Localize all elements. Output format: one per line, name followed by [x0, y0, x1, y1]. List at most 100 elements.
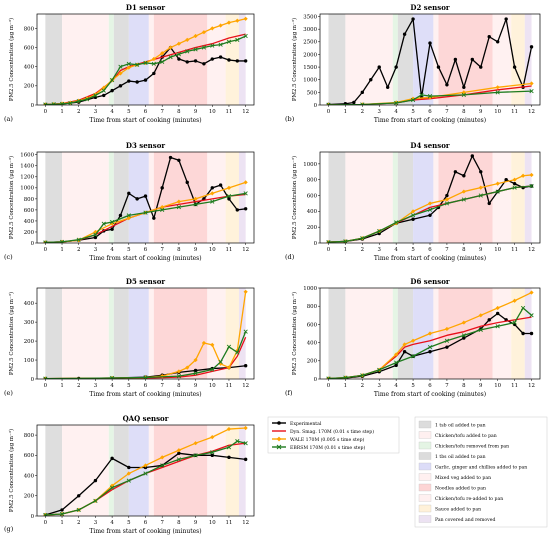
legend-phase-item: Mixed veg added to pan — [418, 473, 491, 481]
y-tick-label: 0 — [314, 103, 318, 109]
y-tick-label: 200 — [24, 230, 35, 236]
data-point — [193, 357, 198, 363]
data-point — [520, 173, 526, 178]
data-point — [394, 352, 399, 357]
data-point — [428, 41, 432, 45]
y-tick-label: 600 — [24, 453, 35, 459]
data-point — [369, 78, 373, 82]
data-point — [193, 47, 198, 52]
data-point — [243, 364, 248, 368]
x-tick-label: 10 — [494, 247, 501, 253]
y-tick-label: 2000 — [303, 52, 317, 58]
phase-band — [113, 14, 129, 105]
x-tick-label: 8 — [177, 109, 181, 115]
x-tick-label: 0 — [327, 109, 331, 115]
data-point — [226, 185, 232, 190]
x-axis-label: Time from start of cooking (minutes) — [374, 255, 486, 262]
x-tick-label: 2 — [77, 109, 80, 115]
data-point — [93, 478, 98, 483]
phase-band — [413, 288, 434, 379]
series-line — [328, 307, 532, 379]
data-point — [68, 100, 73, 105]
x-tick-label: 8 — [177, 520, 181, 526]
data-point — [478, 313, 483, 318]
series-3 — [43, 33, 248, 105]
x-tick-label: 8 — [462, 109, 466, 115]
x-tick-label: 5 — [411, 109, 415, 115]
data-point — [495, 85, 500, 90]
x-tick-label: 1 — [344, 383, 347, 389]
chart-d2: 0 1 2 3 4 5 6 7 8 9 10 11 12050010001500200025003000… — [285, 3, 541, 124]
data-point — [127, 79, 131, 83]
series-3 — [326, 305, 534, 379]
data-point — [176, 199, 181, 204]
phase-band — [397, 14, 414, 105]
x-tick-label: 7 — [160, 109, 164, 115]
x-tick-label: 1 — [60, 383, 63, 389]
x-tick-label: 0 — [327, 247, 331, 253]
data-point — [109, 219, 115, 225]
data-point — [210, 435, 215, 440]
phase-band — [225, 152, 239, 243]
y-tick-label: 200 — [24, 339, 35, 345]
y-axis-label: PM2.5 Concentration (μg m⁻³) — [8, 18, 15, 101]
data-point — [126, 471, 131, 476]
data-point — [427, 345, 433, 350]
phase-band — [128, 14, 149, 105]
data-point — [102, 93, 106, 98]
y-tick-label: 0 — [31, 377, 35, 383]
phase-band — [113, 288, 129, 379]
data-point — [143, 471, 148, 476]
phase-band — [238, 288, 246, 379]
x-tick-label: 7 — [445, 247, 449, 253]
y-tick-label: 400 — [307, 209, 318, 215]
x-tick-label: 2 — [361, 247, 364, 253]
data-point — [495, 189, 500, 194]
x-tick-label: 7 — [160, 247, 164, 253]
data-point — [394, 100, 399, 105]
chart-title: D3 sensor — [126, 141, 165, 150]
data-point — [394, 363, 398, 368]
x-tick-label: 9 — [479, 109, 483, 115]
y-tick-label: 3000 — [303, 27, 317, 33]
x-tick-label: 8 — [462, 247, 466, 253]
data-point — [410, 97, 416, 103]
data-point — [201, 30, 207, 35]
x-axis-label: Time from start of cooking (minutes) — [374, 117, 486, 124]
data-point — [176, 369, 181, 374]
x-tick-label: 10 — [209, 109, 216, 115]
x-tick-label: 3 — [94, 520, 98, 526]
data-point — [529, 331, 534, 336]
legend-phase-label: Chicken/tofu re-added to pan — [435, 496, 503, 502]
data-point — [487, 35, 491, 39]
data-point — [160, 51, 165, 56]
chart-title: D2 sensor — [410, 3, 449, 12]
data-point — [176, 457, 182, 462]
data-point — [512, 298, 517, 303]
data-point — [177, 158, 181, 162]
x-tick-label: 6 — [428, 109, 432, 115]
data-point — [377, 65, 381, 69]
data-point — [201, 340, 207, 346]
phase-band — [153, 425, 208, 516]
y-tick-label: 1200 — [20, 175, 34, 181]
data-point — [453, 57, 458, 62]
data-point — [461, 197, 466, 202]
data-point — [160, 59, 165, 65]
phase-band — [225, 425, 239, 516]
series-line — [45, 192, 246, 243]
y-tick-label: 0 — [314, 241, 318, 247]
data-point — [76, 99, 81, 104]
data-point — [143, 210, 148, 215]
data-point — [243, 16, 248, 21]
data-point — [210, 342, 215, 347]
data-point — [360, 236, 365, 241]
chart-title: D6 sensor — [410, 277, 449, 286]
data-point — [84, 97, 90, 102]
legend-phase-swatch — [418, 420, 432, 429]
x-tick-label: 8 — [177, 247, 181, 253]
x-tick-label: 11 — [226, 109, 233, 115]
y-tick-label: 400 — [24, 219, 35, 225]
x-tick-label: 9 — [194, 383, 198, 389]
series-line — [45, 156, 246, 243]
